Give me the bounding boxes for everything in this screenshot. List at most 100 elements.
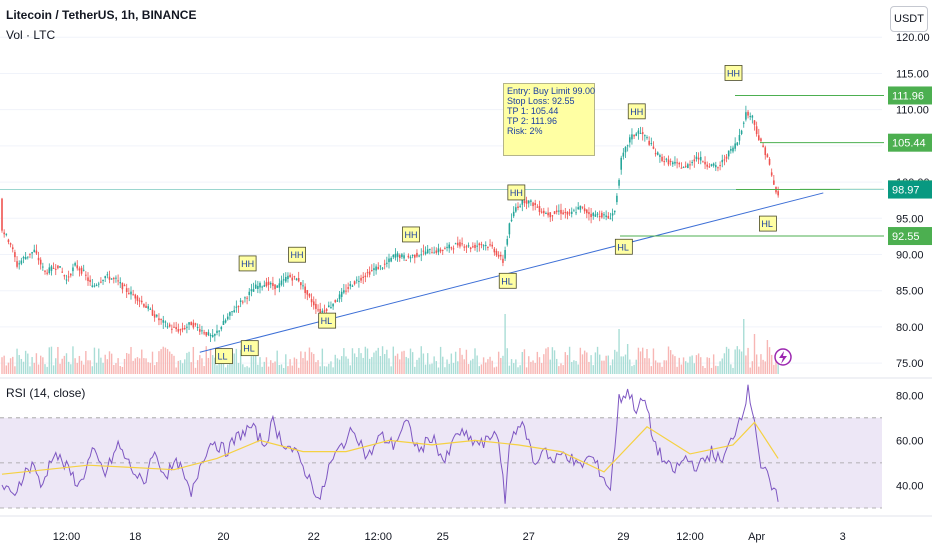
volume-bar: [599, 354, 601, 374]
volume-bar: [420, 346, 422, 374]
volume-bar: [491, 360, 493, 374]
candle-body: [168, 324, 171, 327]
candle-body: [734, 143, 736, 149]
volume-bar: [697, 353, 700, 374]
volume-bar: [104, 354, 106, 374]
candle-body: [426, 249, 429, 254]
candle-body: [409, 257, 412, 259]
candle-body: [478, 243, 481, 246]
candle-body: [80, 267, 83, 274]
candle-body: [355, 279, 358, 281]
note-tp2: TP 2: 111.96: [507, 116, 558, 126]
candle-body: [267, 281, 270, 285]
volume-bar: [571, 361, 573, 374]
candle-body: [650, 143, 653, 145]
volume-bar: [652, 348, 655, 374]
volume-bar: [214, 357, 216, 374]
volume-bar: [736, 346, 738, 374]
candle-body: [222, 320, 225, 325]
candle-body: [371, 270, 373, 272]
candle-body: [742, 122, 745, 124]
candle-body: [495, 250, 498, 256]
volume-bar: [381, 346, 384, 374]
candle-body: [24, 256, 27, 260]
volume-bar: [680, 364, 683, 374]
candle-body: [659, 155, 661, 157]
volume-bar: [547, 347, 549, 374]
candle-body: [553, 211, 556, 214]
candle-body: [44, 270, 46, 272]
candle-body: [166, 326, 169, 328]
volume-bar: [349, 365, 351, 374]
candle-body: [583, 208, 586, 212]
currency-button[interactable]: USDT: [890, 6, 928, 32]
candle-body: [72, 267, 74, 272]
candle-body: [239, 300, 242, 302]
volume-bar: [586, 352, 588, 374]
candle-body: [65, 279, 68, 281]
volume-bar: [20, 358, 23, 374]
candle-body: [97, 283, 100, 285]
candle-body: [291, 277, 294, 281]
volume-bar: [762, 359, 764, 374]
candle-body: [274, 284, 276, 290]
candle-body: [89, 279, 91, 283]
volume-bar: [147, 362, 149, 374]
candle-body: [566, 211, 569, 215]
volume-bar: [61, 358, 63, 374]
candle-body: [639, 133, 642, 135]
candle-body: [108, 276, 111, 280]
rsi-label-text: RSI (14, close): [6, 386, 86, 400]
time-tick-label: 12:00: [364, 531, 392, 543]
current-price-tag: [888, 180, 932, 199]
candle-body: [441, 249, 444, 251]
candle-body: [429, 248, 431, 250]
candle-body: [110, 278, 113, 280]
candle-body: [736, 142, 739, 146]
candle-body: [424, 251, 427, 255]
candle-body: [768, 158, 771, 165]
volume-bar: [712, 354, 715, 374]
volume-label-text: Vol · LTC: [6, 28, 56, 42]
volume-bar: [663, 360, 665, 374]
candle-body: [91, 285, 94, 287]
candle-body: [555, 210, 558, 213]
volume-bar: [306, 360, 308, 374]
candle-body: [654, 153, 657, 155]
volume-bar: [29, 366, 31, 374]
candle-body: [229, 312, 231, 316]
candle-body: [158, 318, 160, 321]
candle-body: [680, 167, 683, 169]
trade-note: Entry: Buy Limit 99.00 Stop Loss: 92.55 …: [503, 83, 595, 156]
volume-bar: [16, 348, 18, 374]
volume-bar: [446, 359, 448, 374]
volume-bar: [3, 355, 5, 374]
volume-bar: [282, 367, 285, 374]
lightning-icon-glyph: [779, 351, 787, 364]
candle-body: [444, 248, 446, 250]
candle-body: [254, 284, 257, 289]
volume-bar: [203, 366, 205, 374]
candle-body: [1, 198, 3, 231]
candle-body: [723, 159, 726, 161]
candle-body: [319, 308, 321, 315]
candle-body: [596, 213, 599, 215]
candle-body: [656, 152, 659, 155]
candle-body: [392, 254, 395, 258]
candle-body: [732, 147, 734, 152]
candle-body: [115, 277, 117, 279]
price-tick-label: 120.00: [896, 32, 930, 44]
candle-body: [54, 268, 57, 270]
volume-bar: [407, 358, 410, 374]
rsi-label: RSI (14, close): [6, 386, 85, 400]
volume-bar: [667, 346, 670, 374]
time-tick-label: 12:00: [676, 531, 704, 543]
candle-body: [661, 156, 663, 161]
volume-bar: [171, 353, 173, 374]
candle-body: [248, 291, 251, 296]
volume-bar: [753, 334, 756, 374]
candle-body: [70, 273, 72, 276]
volume-bar: [44, 364, 46, 374]
candle-body: [497, 254, 500, 257]
